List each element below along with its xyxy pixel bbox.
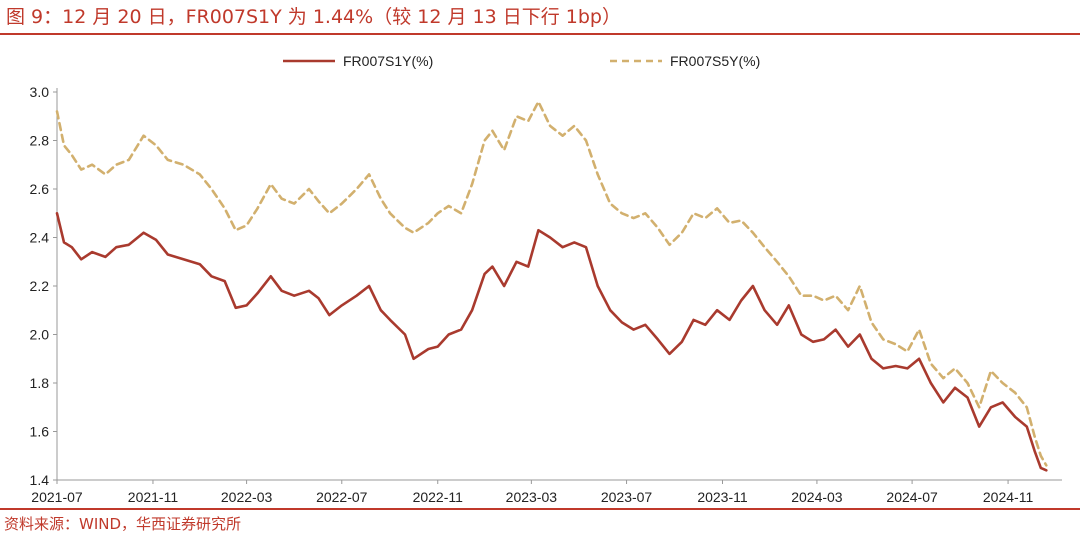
y-tick-label: 2.0: [30, 327, 50, 343]
x-tick-label: 2023-07: [601, 489, 653, 505]
y-tick-label: 1.4: [30, 472, 50, 488]
chart-series: [55, 100, 1048, 472]
x-tick-label: 2022-03: [221, 489, 273, 505]
source-note: 资料来源：WIND，华西证券研究所: [4, 515, 242, 533]
y-tick-label: 1.6: [30, 424, 50, 440]
legend-label: FR007S5Y(%): [670, 53, 760, 69]
series-line-fr007s1y: [55, 212, 1048, 472]
x-tick-label: 2024-11: [983, 489, 1034, 505]
legend-label: FR007S1Y(%): [343, 53, 433, 69]
y-tick-label: 3.0: [30, 84, 50, 100]
x-tick-label: 2023-03: [506, 489, 558, 505]
line-chart: 1.4 1.6 1.8 2.0 2.2 2.4 2.6 2.8 3.0 2021-07 2021-1…: [30, 53, 1062, 505]
y-tick-label: 2.4: [30, 230, 50, 246]
x-tick-label: 2024-03: [791, 489, 843, 505]
x-tick-label: 2021-07: [31, 489, 83, 505]
y-tick-label: 2.2: [30, 278, 50, 294]
chart-axes: 1.4 1.6 1.8 2.0 2.2 2.4 2.6 2.8 3.0 2021-07 2021-1…: [30, 84, 1062, 505]
x-tick-label: 2022-07: [316, 489, 368, 505]
y-tick-label: 2.8: [30, 133, 50, 149]
x-tick-label: 2021-11: [128, 489, 179, 505]
y-tick-label: 1.8: [30, 375, 50, 391]
chart-legend: FR007S1Y(%) FR007S5Y(%): [283, 53, 760, 69]
y-tick-label: 2.6: [30, 181, 50, 197]
source-divider: [0, 508, 1080, 510]
x-tick-label: 2024-07: [886, 489, 938, 505]
chart-title: 图 9：12 月 20 日，FR007S1Y 为 1.44%（较 12 月 13…: [6, 6, 621, 28]
x-tick-label: 2022-11: [413, 489, 464, 505]
title-divider: [0, 33, 1080, 35]
x-tick-label: 2023-11: [697, 489, 748, 505]
series-line-fr007s5y: [55, 100, 1048, 467]
